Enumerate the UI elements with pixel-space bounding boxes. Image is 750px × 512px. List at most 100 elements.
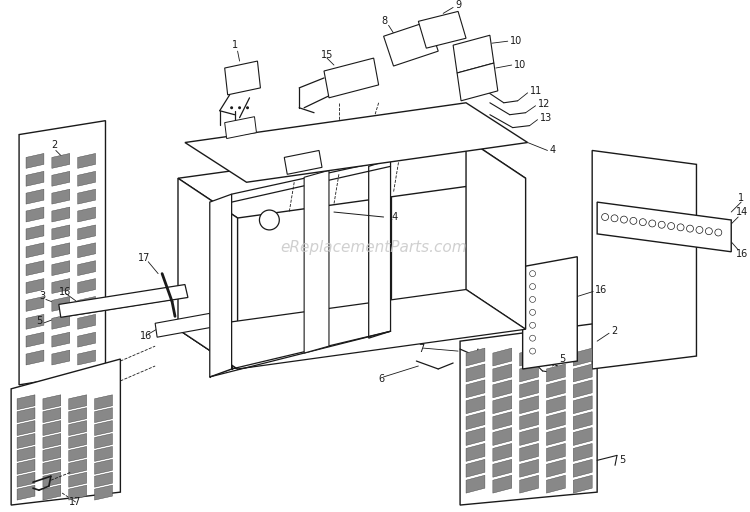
Polygon shape xyxy=(43,395,61,410)
Polygon shape xyxy=(520,475,538,493)
Polygon shape xyxy=(69,408,86,422)
Circle shape xyxy=(706,228,712,234)
Polygon shape xyxy=(52,243,70,258)
Polygon shape xyxy=(419,11,466,48)
Polygon shape xyxy=(52,279,70,293)
Polygon shape xyxy=(52,189,70,204)
Circle shape xyxy=(649,220,656,227)
Text: 11: 11 xyxy=(530,86,542,96)
Polygon shape xyxy=(94,395,112,410)
Polygon shape xyxy=(26,314,44,329)
Polygon shape xyxy=(493,459,512,477)
Polygon shape xyxy=(43,485,61,500)
Polygon shape xyxy=(466,412,485,430)
Text: 9: 9 xyxy=(455,1,461,10)
Polygon shape xyxy=(466,364,485,382)
Polygon shape xyxy=(493,428,512,445)
Circle shape xyxy=(668,223,674,229)
Text: 17: 17 xyxy=(69,497,81,507)
Polygon shape xyxy=(547,348,566,366)
Polygon shape xyxy=(155,313,212,337)
Polygon shape xyxy=(94,421,112,436)
Polygon shape xyxy=(11,359,121,505)
Text: 16: 16 xyxy=(736,249,748,259)
Polygon shape xyxy=(547,364,566,382)
Polygon shape xyxy=(304,170,329,353)
Text: 1: 1 xyxy=(738,193,744,203)
Polygon shape xyxy=(225,61,260,95)
Polygon shape xyxy=(466,139,526,329)
Circle shape xyxy=(639,219,646,226)
Polygon shape xyxy=(493,475,512,493)
Circle shape xyxy=(620,216,628,223)
Polygon shape xyxy=(26,332,44,347)
Text: 1: 1 xyxy=(232,40,238,50)
Text: 10: 10 xyxy=(510,36,522,46)
Polygon shape xyxy=(185,103,527,182)
Polygon shape xyxy=(78,350,95,365)
Text: 5: 5 xyxy=(619,455,626,465)
Polygon shape xyxy=(573,459,592,477)
Polygon shape xyxy=(178,139,526,218)
Polygon shape xyxy=(547,412,566,430)
Polygon shape xyxy=(178,178,238,369)
Polygon shape xyxy=(52,350,70,365)
Polygon shape xyxy=(17,472,35,487)
Polygon shape xyxy=(94,472,112,487)
Polygon shape xyxy=(547,475,566,493)
Polygon shape xyxy=(547,396,566,414)
Polygon shape xyxy=(94,485,112,500)
Polygon shape xyxy=(17,421,35,436)
Polygon shape xyxy=(26,154,44,168)
Text: 4: 4 xyxy=(550,145,556,156)
Polygon shape xyxy=(52,296,70,311)
Text: eReplacementParts.com: eReplacementParts.com xyxy=(280,240,467,255)
Text: 2: 2 xyxy=(51,140,57,151)
Polygon shape xyxy=(43,408,61,422)
Polygon shape xyxy=(573,364,592,382)
Polygon shape xyxy=(520,364,538,382)
Polygon shape xyxy=(17,446,35,461)
Polygon shape xyxy=(26,279,44,293)
Circle shape xyxy=(238,106,241,109)
Polygon shape xyxy=(573,348,592,366)
Polygon shape xyxy=(52,261,70,275)
Text: 6: 6 xyxy=(379,374,385,384)
Polygon shape xyxy=(69,472,86,487)
Polygon shape xyxy=(78,225,95,240)
Polygon shape xyxy=(493,412,512,430)
Text: 17: 17 xyxy=(138,253,151,263)
Circle shape xyxy=(530,296,536,303)
Polygon shape xyxy=(520,459,538,477)
Text: 14: 14 xyxy=(386,212,399,222)
Polygon shape xyxy=(58,285,188,317)
Text: 16: 16 xyxy=(596,285,608,294)
Polygon shape xyxy=(369,159,391,338)
Circle shape xyxy=(630,218,637,224)
Polygon shape xyxy=(466,348,485,366)
Polygon shape xyxy=(94,408,112,422)
Circle shape xyxy=(246,106,249,109)
Polygon shape xyxy=(573,443,592,461)
Polygon shape xyxy=(493,348,512,366)
Polygon shape xyxy=(78,172,95,186)
Polygon shape xyxy=(52,207,70,222)
Polygon shape xyxy=(547,380,566,398)
Polygon shape xyxy=(26,350,44,365)
Polygon shape xyxy=(69,395,86,410)
Polygon shape xyxy=(225,117,256,139)
Polygon shape xyxy=(597,202,731,252)
Text: 16: 16 xyxy=(140,331,152,341)
Polygon shape xyxy=(78,261,95,275)
Polygon shape xyxy=(26,207,44,222)
Polygon shape xyxy=(520,443,538,461)
Polygon shape xyxy=(520,380,538,398)
Polygon shape xyxy=(466,396,485,414)
Text: 2: 2 xyxy=(611,326,617,336)
Circle shape xyxy=(715,229,722,236)
Circle shape xyxy=(658,221,665,228)
Polygon shape xyxy=(17,395,35,410)
Polygon shape xyxy=(547,428,566,445)
Polygon shape xyxy=(19,121,106,385)
Polygon shape xyxy=(52,225,70,240)
